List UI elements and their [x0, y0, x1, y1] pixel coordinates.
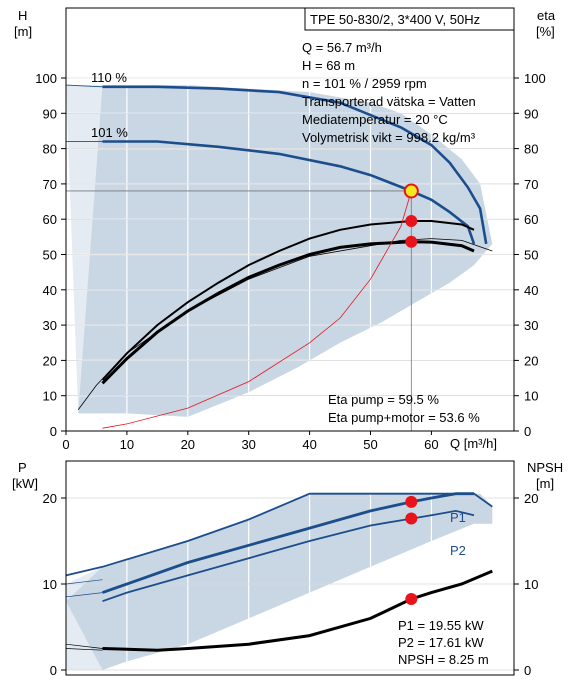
y-tick-label: 0 — [50, 663, 57, 678]
y-tick-label-right: 30 — [524, 318, 538, 333]
y-tick-label: 80 — [43, 142, 57, 157]
y-tick-label-right: 50 — [524, 248, 538, 263]
y-tick-label-right: 90 — [524, 106, 538, 121]
y-tick-label-right: 60 — [524, 212, 538, 227]
y-tick-label-right: 100 — [524, 71, 546, 86]
power-range-area — [66, 493, 493, 670]
dark-area — [78, 85, 493, 417]
guide-110 — [65, 84, 103, 88]
info-temperature: Mediatemperatur = 20 °C — [302, 112, 448, 127]
series-label-p1: P1 — [450, 510, 466, 525]
operating-point — [405, 593, 418, 606]
x-axis-label: Q [m³/h] — [450, 436, 497, 451]
y-axis-left-unit: [m] — [14, 24, 32, 39]
x-tick-label: 10 — [120, 437, 134, 452]
y-axis-right-label: NPSH — [527, 460, 563, 475]
eta-pump-curve — [101, 220, 475, 381]
head-curve-101 — [102, 140, 476, 245]
plot-frame — [65, 460, 515, 676]
y-axis-left-unit: [kW] — [12, 476, 38, 491]
operating-point — [405, 512, 418, 525]
y-tick-label: 70 — [43, 177, 57, 192]
title-box — [304, 7, 515, 31]
eta-pump-label: Eta pump = 59.5 % — [328, 392, 439, 407]
dark-area — [66, 493, 493, 670]
y-axis-right-unit: [m] — [536, 476, 554, 491]
y-tick-label-right: 80 — [524, 142, 538, 157]
operating-range-area — [66, 85, 493, 417]
x-tick-label: 0 — [62, 437, 69, 452]
y-axis-right-label: eta — [537, 8, 556, 23]
y-axis-left-ticks: 0 10 20 — [43, 491, 66, 678]
chart-title: TPE 50-830/2, 3*400 V, 50Hz — [310, 12, 480, 27]
npsh-curve — [102, 569, 493, 652]
y-tick-label: 10 — [43, 577, 57, 592]
x-tick-label: 20 — [181, 437, 195, 452]
y-axis-right-ticks: 0 10 20 — [514, 491, 538, 678]
info-p1: P1 = 19.55 kW — [398, 618, 484, 633]
guide-line — [65, 648, 103, 651]
data-points — [405, 495, 418, 606]
y-tick-label-right: 10 — [524, 577, 538, 592]
x-tick-label: 40 — [302, 437, 316, 452]
y-tick-label-right: 70 — [524, 177, 538, 192]
x-axis-ticks: 0 10 20 30 40 50 60 — [62, 431, 439, 452]
series-label-101: 101 % — [91, 125, 128, 140]
eta-max-curve — [77, 238, 493, 411]
data-points — [403, 183, 419, 248]
y-axis-left-label: P — [18, 460, 27, 475]
info-density: Volymetrisk vikt = 998.2 kg/m³ — [302, 130, 476, 145]
y-tick-label: 100 — [35, 71, 57, 86]
info-npsh: NPSH = 8.25 m — [398, 652, 489, 667]
y-tick-label: 20 — [43, 491, 57, 506]
info-head: H = 68 m — [302, 58, 355, 73]
y-tick-label: 0 — [50, 424, 57, 439]
efficiency-point — [405, 214, 418, 227]
guide-line — [65, 579, 103, 585]
y-tick-label: 30 — [43, 318, 57, 333]
y-axis-left-label: H — [18, 8, 27, 23]
info-liquid: Transporterad vätska = Vatten — [302, 94, 476, 109]
y-axis-left-ticks: 0 10 20 30 40 50 60 70 80 90 100 — [35, 71, 66, 439]
curves — [65, 84, 493, 431]
eta-pump-motor-label: Eta pump+motor = 53.6 % — [328, 410, 480, 425]
y-tick-label-right: 40 — [524, 283, 538, 298]
y-tick-label-right: 0 — [524, 424, 531, 439]
series-label-p2: P2 — [450, 543, 466, 558]
guide-line — [65, 592, 103, 598]
y-tick-label: 20 — [43, 353, 57, 368]
info-p2: P2 = 17.61 kW — [398, 635, 484, 650]
y-tick-label-right: 20 — [524, 353, 538, 368]
y-tick-label: 90 — [43, 106, 57, 121]
x-tick-label: 50 — [363, 437, 377, 452]
y-tick-label: 60 — [43, 212, 57, 227]
info-speed: n = 101 % / 2959 rpm — [302, 76, 427, 91]
y-tick-label-right: 10 — [524, 389, 538, 404]
y-tick-label-right: 20 — [524, 491, 538, 506]
power-npsh-chart: 0 10 20 0 10 20 P [kW] NPSH [m] P1 P2 P1 = 1… — [12, 460, 563, 678]
y-tick-label: 10 — [43, 389, 57, 404]
x-tick-label: 60 — [424, 437, 438, 452]
y-axis-right-ticks: 0 10 20 30 40 50 60 70 80 90 100 — [514, 71, 546, 439]
y-axis-right-unit: [%] — [536, 24, 555, 39]
curves — [65, 492, 493, 652]
guide-line — [65, 643, 103, 649]
p2-curve — [102, 509, 475, 603]
info-flow: Q = 56.7 m³/h — [302, 40, 382, 55]
y-tick-label: 50 — [43, 248, 57, 263]
y-tick-label-right: 0 — [524, 663, 531, 678]
y-tick-label: 40 — [43, 283, 57, 298]
head-curve-110 — [102, 85, 488, 245]
p1-curve — [102, 492, 474, 594]
operating-info: Q = 56.7 m³/h H = 68 m n = 101 % / 2959 … — [302, 40, 476, 145]
operating-point — [403, 183, 419, 199]
efficiency-point — [405, 235, 418, 248]
operating-point — [405, 495, 418, 508]
system-curve — [102, 190, 412, 429]
x-tick-label: 30 — [241, 437, 255, 452]
series-label-110: 110 % — [91, 70, 127, 85]
